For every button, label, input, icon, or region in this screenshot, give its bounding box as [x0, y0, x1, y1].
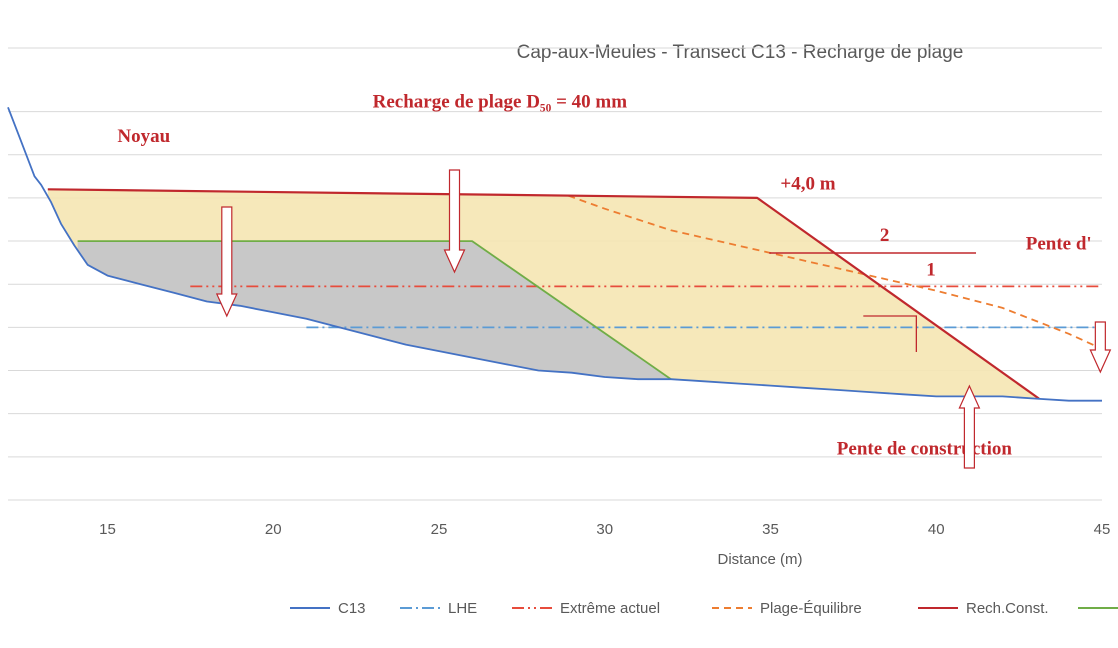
- series-line-plage-quilibre: [567, 194, 1103, 350]
- x-axis-label: Distance (m): [717, 551, 802, 568]
- series-lines: [7, 106, 1103, 402]
- annotation-label: Recharge de plage D₅₀ = 40 mm: [373, 91, 628, 112]
- x-tick-label: 45: [1094, 521, 1111, 538]
- legend-label: Plage-Équilibre: [760, 600, 862, 617]
- annotation-label: +4,0 m: [780, 173, 835, 194]
- series-line-c13: [7, 106, 1102, 402]
- x-tick-label: 30: [596, 521, 613, 538]
- slope-triangle: [863, 315, 918, 352]
- legend-label: C13: [338, 600, 366, 617]
- legend-label: Rech.Const.: [966, 600, 1049, 617]
- legend: C13 LHE Extrême actuel Plage-Équilibre Rech.…: [290, 600, 1118, 617]
- core-arrow: [215, 206, 238, 318]
- right-edge-arrow: [1089, 321, 1112, 374]
- recharge-arrow: [443, 169, 466, 274]
- annotation-label: 2: [880, 225, 890, 246]
- annotation-label: Pente de construction: [837, 439, 1013, 460]
- x-tick-label: 40: [928, 521, 945, 538]
- x-tick-labels: 15 20 25 30 35 40 45: [99, 521, 1110, 538]
- x-tick-label: 20: [265, 521, 282, 538]
- construction-slope-arrow: [958, 384, 981, 469]
- x-tick-label: 35: [762, 521, 779, 538]
- chart-title: Cap-aux-Meules - Transect C13 - Recharge…: [517, 42, 964, 63]
- x-tick-label: 25: [431, 521, 448, 538]
- legend-label: Extrême actuel: [560, 600, 660, 617]
- x-tick-label: 15: [99, 521, 116, 538]
- annotation-label: Noyau: [117, 126, 170, 147]
- annotation-label: 1: [926, 260, 936, 281]
- legend-label: LHE: [448, 600, 477, 617]
- annotations: Recharge de plage D₅₀ = 40 mm Noyau +4,0 m…: [117, 91, 1112, 469]
- annotation-label: Pente d': [1026, 234, 1092, 255]
- series-line-rech-const-: [47, 188, 1040, 400]
- series-line-core: [77, 240, 672, 380]
